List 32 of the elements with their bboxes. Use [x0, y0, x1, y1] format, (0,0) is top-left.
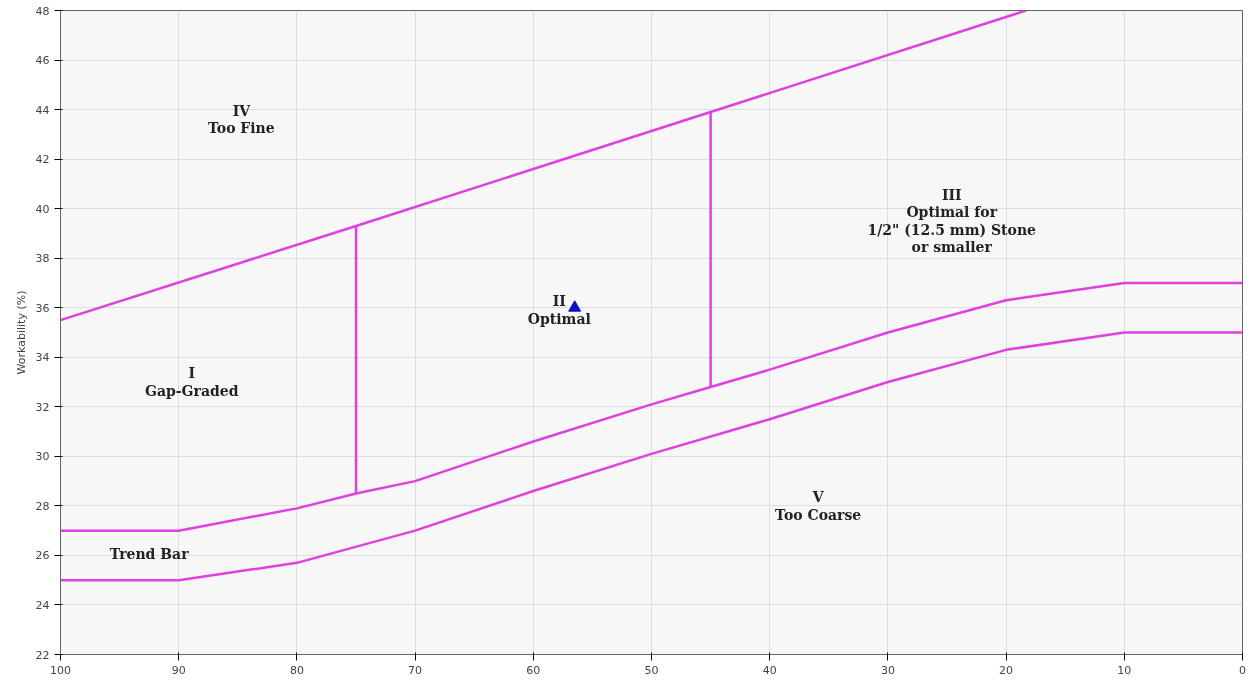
x-tick-label: 70	[408, 663, 423, 677]
annotation: Trend Bar	[109, 546, 190, 563]
y-tick-label: 36	[35, 301, 50, 315]
x-tick-label: 100	[50, 663, 71, 677]
y-tick-label: 24	[35, 598, 50, 612]
annotation: III Optimal for 1/2" (12.5 mm) Stone or smaller	[867, 186, 1037, 256]
x-tick-label: 80	[289, 663, 304, 677]
y-tick-label: 22	[35, 648, 50, 662]
annotation: I Gap-Graded	[144, 365, 239, 399]
y-tick-label: 46	[35, 54, 50, 68]
x-tick-label: 40	[762, 663, 777, 677]
y-axis-title: Workability (%)	[14, 290, 28, 375]
x-tick-label: 30	[880, 663, 895, 677]
y-tick-label: 28	[35, 499, 50, 513]
annotation: II Optimal	[527, 293, 591, 328]
x-tick-label: 10	[1117, 663, 1132, 677]
x-tick-label: 20	[999, 663, 1014, 677]
y-tick-label: 26	[35, 549, 50, 563]
y-tick-label: 30	[35, 450, 50, 464]
y-tick-label: 32	[35, 400, 50, 414]
y-tick-label: 34	[35, 351, 50, 365]
x-tick-label: 50	[644, 663, 659, 677]
y-tick-label: 42	[35, 153, 50, 167]
x-tick-label: 60	[526, 663, 541, 677]
annotation: IV Too Fine	[207, 102, 275, 137]
x-tick-label: 90	[171, 663, 186, 677]
x-tick-label: 0	[1239, 663, 1246, 677]
annotation: V Too Coarse	[775, 489, 862, 523]
y-tick-label: 38	[35, 252, 50, 266]
y-tick-label: 44	[35, 103, 50, 117]
y-tick-label: 48	[35, 4, 50, 18]
y-tick-label: 40	[35, 202, 50, 216]
